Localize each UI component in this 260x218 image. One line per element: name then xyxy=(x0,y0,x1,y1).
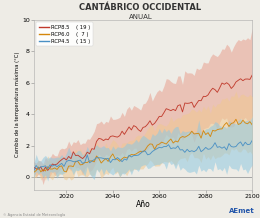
Text: CANTÁBRICO OCCIDENTAL: CANTÁBRICO OCCIDENTAL xyxy=(79,3,202,12)
Text: ANUAL: ANUAL xyxy=(128,14,152,20)
X-axis label: Año: Año xyxy=(136,200,150,209)
Text: © Agencia Estatal de Meteorología: © Agencia Estatal de Meteorología xyxy=(3,213,65,217)
Legend: RCP8.5    ( 19 ), RCP6.0    (  7 ), RCP4.5    ( 15 ): RCP8.5 ( 19 ), RCP6.0 ( 7 ), RCP4.5 ( 15… xyxy=(36,22,93,46)
Y-axis label: Cambio de la temperatura máxima (°C): Cambio de la temperatura máxima (°C) xyxy=(14,52,20,157)
Text: AEmet: AEmet xyxy=(229,208,255,214)
